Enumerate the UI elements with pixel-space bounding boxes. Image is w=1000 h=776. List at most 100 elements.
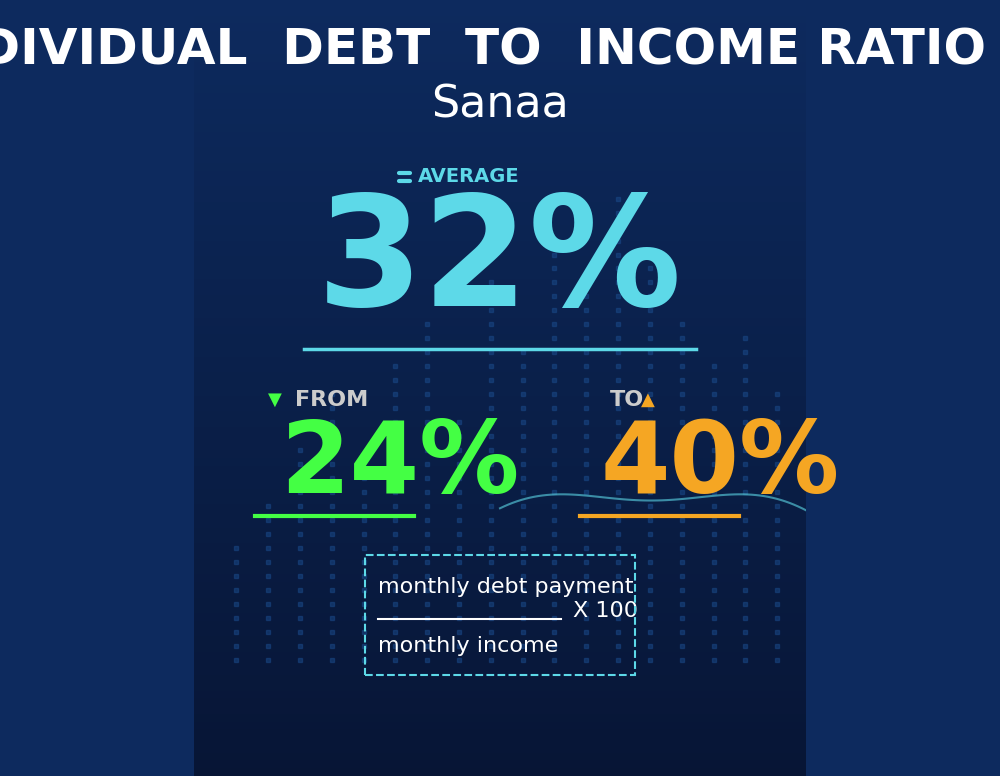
Bar	[194, 23, 806, 31]
Bar	[194, 466, 806, 473]
Text: 40%: 40%	[601, 417, 840, 514]
Text: 24%: 24%	[280, 417, 519, 514]
Bar	[194, 590, 806, 598]
Bar	[194, 512, 806, 520]
Bar	[194, 248, 806, 256]
Bar	[194, 489, 806, 497]
Bar	[194, 621, 806, 629]
Bar	[194, 613, 806, 621]
Bar	[194, 272, 806, 279]
Bar	[194, 264, 806, 272]
Bar	[194, 303, 806, 310]
Bar	[194, 691, 806, 698]
Bar	[194, 411, 806, 419]
Bar	[194, 636, 806, 644]
Bar	[194, 0, 806, 8]
Bar	[194, 39, 806, 47]
Bar	[194, 116, 806, 124]
Text: monthly debt payment: monthly debt payment	[378, 577, 633, 598]
Text: Sanaa: Sanaa	[431, 83, 569, 126]
Bar	[194, 753, 806, 760]
Bar	[194, 171, 806, 178]
Bar	[194, 559, 806, 566]
Bar	[194, 279, 806, 287]
Bar	[194, 667, 806, 675]
Text: monthly income: monthly income	[378, 636, 558, 656]
Bar	[194, 85, 806, 93]
Bar	[194, 78, 806, 85]
Bar	[194, 722, 806, 729]
Bar	[194, 295, 806, 303]
Bar	[194, 372, 806, 380]
Bar	[194, 520, 806, 528]
Text: 32%: 32%	[317, 189, 683, 338]
Bar	[194, 31, 806, 39]
Bar	[194, 497, 806, 504]
Bar	[194, 442, 806, 450]
Bar	[194, 147, 806, 155]
Bar	[194, 225, 806, 233]
Bar	[194, 341, 806, 349]
Bar	[194, 427, 806, 435]
Bar	[194, 62, 806, 70]
Bar	[194, 683, 806, 691]
Bar	[194, 233, 806, 241]
Bar	[194, 598, 806, 605]
Bar	[194, 349, 806, 357]
Bar	[194, 202, 806, 210]
Bar	[194, 729, 806, 737]
Bar	[194, 737, 806, 745]
Bar	[194, 574, 806, 582]
Bar	[194, 109, 806, 116]
Bar	[194, 54, 806, 62]
Bar	[194, 334, 806, 341]
Bar	[194, 582, 806, 590]
Bar	[194, 380, 806, 388]
Bar	[194, 404, 806, 411]
Bar	[194, 605, 806, 613]
Bar	[194, 47, 806, 54]
Text: ▼: ▼	[268, 390, 281, 409]
Bar	[194, 458, 806, 466]
Bar	[194, 768, 806, 776]
Bar	[194, 760, 806, 768]
Bar	[194, 388, 806, 396]
Bar	[194, 652, 806, 660]
Bar	[194, 140, 806, 147]
Bar	[194, 660, 806, 667]
Bar	[194, 450, 806, 458]
Bar	[194, 256, 806, 264]
Bar	[194, 217, 806, 225]
Bar	[194, 310, 806, 318]
Text: FROM: FROM	[295, 390, 368, 410]
Bar	[194, 566, 806, 574]
Bar	[194, 365, 806, 372]
Bar	[194, 745, 806, 753]
Bar	[194, 473, 806, 481]
Bar	[194, 132, 806, 140]
Bar	[194, 644, 806, 652]
Bar	[194, 504, 806, 512]
Bar	[194, 287, 806, 295]
Bar	[194, 528, 806, 535]
Text: INDIVIDUAL  DEBT  TO  INCOME RATIO  IN: INDIVIDUAL DEBT TO INCOME RATIO IN	[0, 26, 1000, 74]
Bar	[194, 194, 806, 202]
Text: TO: TO	[610, 390, 644, 410]
Bar	[194, 714, 806, 722]
Text: ▲: ▲	[641, 390, 655, 409]
Bar	[194, 543, 806, 551]
Bar	[194, 210, 806, 217]
Bar	[194, 70, 806, 78]
Bar	[194, 163, 806, 171]
Text: X 100: X 100	[573, 601, 638, 621]
Bar	[194, 178, 806, 186]
Bar	[194, 706, 806, 714]
Bar	[194, 318, 806, 326]
Bar	[194, 124, 806, 132]
Bar	[194, 698, 806, 706]
Bar	[194, 357, 806, 365]
Bar	[194, 326, 806, 334]
Bar	[194, 419, 806, 427]
Bar	[194, 535, 806, 543]
Bar	[194, 93, 806, 101]
